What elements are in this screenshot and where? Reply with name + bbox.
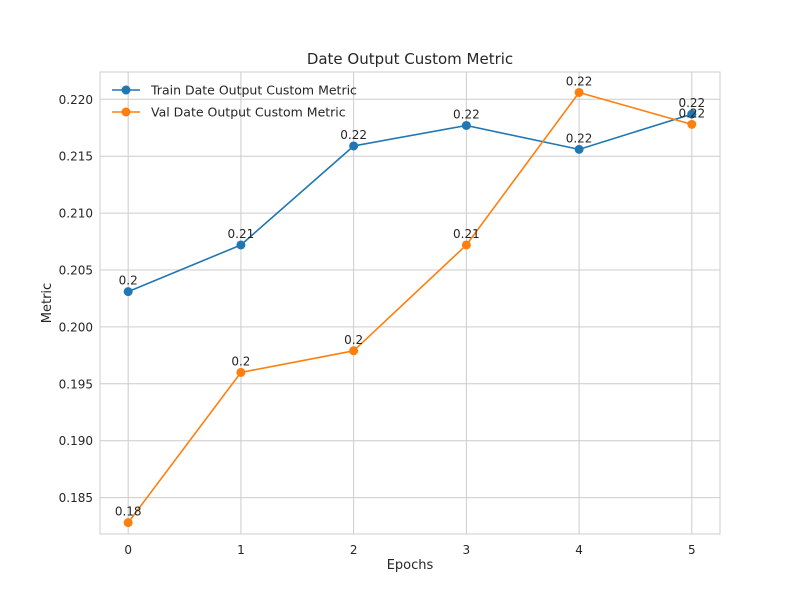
data-label: 0.22 <box>566 131 593 145</box>
data-label: 0.22 <box>566 74 593 88</box>
y-tick-label: 0.200 <box>59 320 93 334</box>
y-tick-label: 0.185 <box>59 491 93 505</box>
data-point <box>349 346 359 356</box>
series-line <box>127 113 693 293</box>
legend-label-val: Val Date Output Custom Metric <box>151 105 346 120</box>
y-tick-label: 0.215 <box>59 150 93 164</box>
data-label: 0.18 <box>115 505 142 519</box>
data-label: 0.2 <box>119 274 138 288</box>
data-label: 0.2 <box>344 333 363 347</box>
legend-marker-val <box>121 107 131 117</box>
data-label: 0.22 <box>678 96 705 110</box>
x-tick-label: 0 <box>124 543 132 557</box>
series-0 <box>123 109 697 297</box>
chart-title: Date Output Custom Metric <box>307 50 513 68</box>
y-tick-label: 0.190 <box>59 434 93 448</box>
data-label: 0.22 <box>453 107 480 121</box>
y-tick-label: 0.220 <box>59 93 93 107</box>
series-1 <box>123 87 697 528</box>
x-tick-label: 4 <box>575 543 583 557</box>
legend-label-train: Train Date Output Custom Metric <box>150 83 357 98</box>
y-axis-label: Metric <box>40 283 55 323</box>
tick-labels: 0 1 2 3 4 5 0.185 0.190 0.195 0.200 0.205 0.210 0.21… <box>59 93 696 557</box>
x-axis-label: Epochs <box>387 558 434 573</box>
data-point <box>461 120 471 130</box>
data-point <box>123 287 133 297</box>
data-point <box>687 109 697 119</box>
data-point <box>461 240 471 250</box>
legend: Train Date Output Custom Metric Val Date… <box>112 83 357 120</box>
data-label: 0.21 <box>228 227 255 241</box>
legend-marker-train <box>121 85 131 95</box>
x-tick-label: 1 <box>237 543 245 557</box>
x-tick-label: 5 <box>688 543 696 557</box>
data-point <box>123 518 133 528</box>
x-tick-label: 3 <box>463 543 471 557</box>
data-label: 0.22 <box>340 128 367 142</box>
plot-frame <box>99 71 721 535</box>
series-layer <box>123 87 697 528</box>
y-tick-label: 0.210 <box>59 207 93 221</box>
data-label: 0.22 <box>678 106 705 120</box>
data-point <box>236 367 246 377</box>
data-point <box>236 240 246 250</box>
data-label: 0.2 <box>231 354 250 368</box>
data-labels: 0.20.210.220.220.220.220.180.20.20.210.2… <box>115 74 705 518</box>
data-point <box>349 141 359 151</box>
y-tick-label: 0.205 <box>59 264 93 278</box>
legend-item-train: Train Date Output Custom Metric <box>112 83 357 98</box>
data-point <box>574 144 584 154</box>
y-tick-label: 0.195 <box>59 377 93 391</box>
data-point <box>574 87 584 97</box>
data-label: 0.21 <box>453 227 480 241</box>
data-point <box>687 119 697 129</box>
series-line <box>127 91 693 524</box>
x-tick-label: 2 <box>350 543 358 557</box>
legend-item-val: Val Date Output Custom Metric <box>112 105 346 120</box>
